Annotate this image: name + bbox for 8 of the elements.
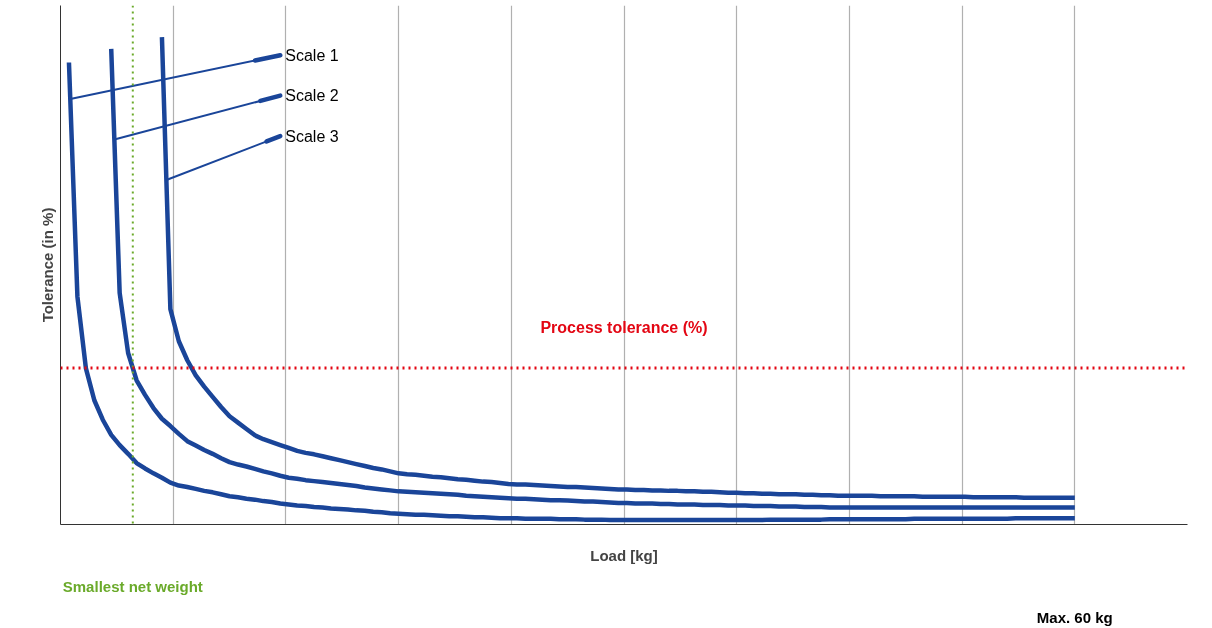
text: Smallest net weight bbox=[62, 577, 203, 595]
x-axis-title: Load [kg] bbox=[590, 546, 658, 564]
legend-label: Scale 1 bbox=[285, 46, 339, 64]
y-axis-title: Tolerance (in %) bbox=[38, 207, 56, 323]
legend-label: Scale 2 bbox=[285, 87, 339, 105]
legend-label: Scale 3 bbox=[285, 127, 339, 145]
text: Max. 60 kg bbox=[1036, 608, 1113, 626]
ref-line-label: Process tolerance (%) bbox=[540, 319, 708, 337]
